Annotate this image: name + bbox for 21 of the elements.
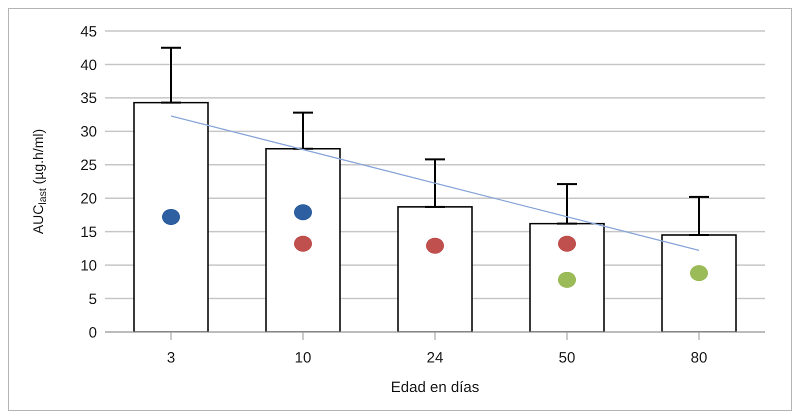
bar bbox=[133, 102, 209, 332]
x-tick-label: 10 bbox=[294, 350, 312, 367]
x-tick-label: 50 bbox=[558, 350, 576, 367]
y-tick-label: 10 bbox=[80, 257, 97, 274]
y-tick-label: 45 bbox=[80, 23, 97, 40]
y-tick-label: 20 bbox=[80, 190, 97, 208]
y-tick-label: 40 bbox=[80, 56, 97, 74]
y-tick-label: 0 bbox=[88, 324, 97, 342]
x-tick-label: 3 bbox=[166, 350, 176, 367]
bar bbox=[397, 206, 473, 332]
bar bbox=[265, 148, 341, 332]
y-tick-label: 30 bbox=[80, 124, 97, 141]
x-tick-label: 24 bbox=[426, 350, 444, 367]
y-tick-label: 25 bbox=[80, 157, 97, 174]
y-tick-label: 15 bbox=[80, 224, 97, 241]
x-axis-title: Edad en días bbox=[390, 379, 480, 396]
x-tick-label: 80 bbox=[690, 350, 708, 367]
bar bbox=[661, 234, 737, 332]
y-tick-label: 35 bbox=[80, 90, 97, 108]
bar bbox=[529, 222, 605, 332]
y-tick-label: 5 bbox=[88, 290, 97, 308]
